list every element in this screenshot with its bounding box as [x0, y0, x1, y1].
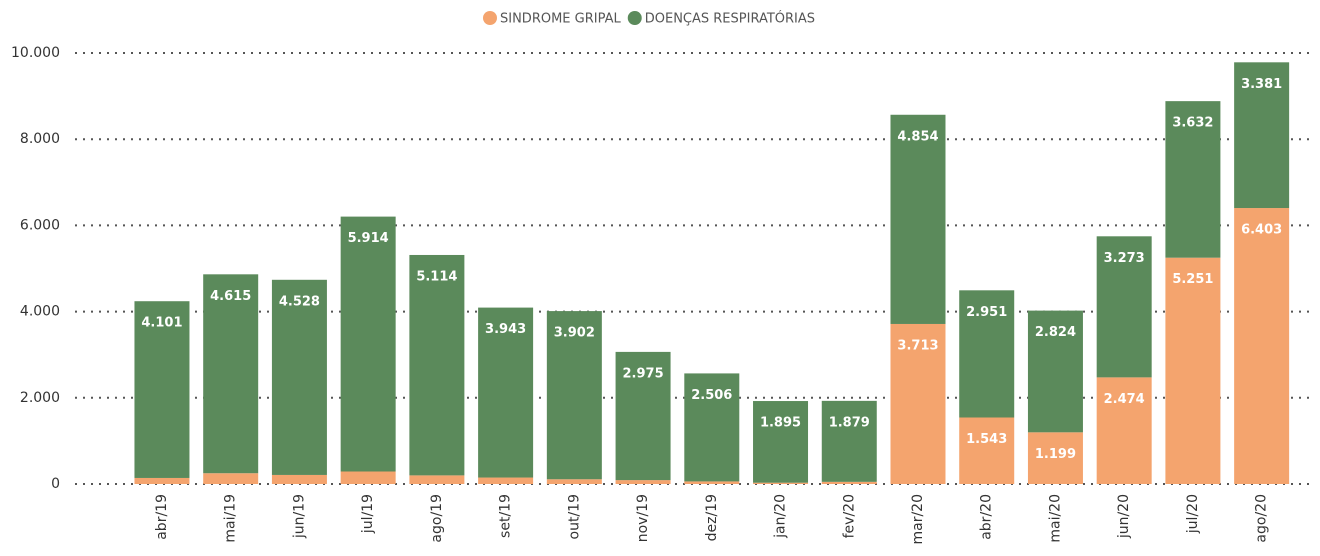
- x-tick-label: jul/20: [1185, 494, 1201, 534]
- bar-segment: [753, 401, 809, 483]
- bar-segment: [684, 481, 740, 484]
- bar-segment: [546, 479, 602, 484]
- bar-segment: [615, 480, 671, 484]
- bar-segment: [1027, 310, 1083, 433]
- x-tick-label: fev/20: [841, 494, 857, 538]
- data-label: 3.713: [897, 338, 938, 353]
- x-tick-label: ago/19: [429, 494, 445, 543]
- bar-segment: [340, 216, 396, 472]
- x-tick-label: dez/19: [704, 494, 720, 541]
- data-label: 2.824: [1035, 325, 1076, 340]
- x-tick-label: out/19: [566, 494, 582, 539]
- bar-segment: [271, 474, 327, 484]
- bar-segment: [271, 279, 327, 475]
- x-tick-label: ago/20: [1254, 494, 1270, 543]
- data-label: 6.403: [1241, 223, 1282, 238]
- data-label: 1.879: [829, 415, 870, 430]
- bar-segment: [1027, 432, 1083, 484]
- bar-segment: [1234, 208, 1290, 484]
- data-label: 1.895: [760, 416, 801, 431]
- bar-segment: [203, 274, 259, 474]
- data-label: 2.506: [691, 388, 732, 403]
- bar-segment: [409, 254, 465, 476]
- bar-segment: [1165, 257, 1221, 484]
- bar-segment: [478, 307, 534, 478]
- data-label: 4.528: [279, 294, 320, 309]
- bar-segment: [203, 473, 259, 484]
- x-tick-label: abr/20: [979, 494, 995, 540]
- x-tick-label: mar/20: [910, 494, 926, 545]
- y-tick-label: 6.000: [20, 217, 60, 233]
- data-label: 5.114: [416, 269, 457, 284]
- bar-segment: [753, 482, 809, 484]
- x-tick-label: jul/19: [360, 494, 376, 534]
- x-tick-label: jun/20: [1116, 494, 1132, 539]
- bar-segment: [615, 351, 671, 481]
- bar-segment: [134, 477, 190, 484]
- data-label: 3.273: [1104, 251, 1145, 266]
- data-label: 1.199: [1035, 447, 1076, 462]
- x-tick-label: mai/19: [223, 494, 239, 543]
- data-label: 4.854: [897, 129, 938, 144]
- y-tick-label: 2.000: [20, 390, 60, 406]
- x-tick-label: mai/20: [1047, 494, 1063, 543]
- data-label: 4.615: [210, 289, 251, 304]
- data-label: 4.101: [141, 316, 182, 331]
- data-label: 2.975: [623, 366, 664, 381]
- legend-swatch: [483, 11, 497, 25]
- y-tick-label: 8.000: [20, 131, 60, 147]
- x-tick-label: set/19: [498, 494, 514, 538]
- legend-swatch: [627, 11, 642, 25]
- bar-segment: [1234, 62, 1290, 209]
- x-tick-label: jun/19: [291, 494, 307, 539]
- bar-segment: [478, 477, 534, 484]
- bar-segment: [684, 373, 740, 482]
- data-label: 3.902: [554, 326, 595, 341]
- bar-segment: [1165, 101, 1221, 258]
- data-label: 3.943: [485, 322, 526, 337]
- y-tick-label: 4.000: [20, 304, 60, 320]
- data-label: 3.632: [1172, 116, 1213, 131]
- x-tick-label: abr/19: [154, 494, 170, 540]
- bar-segment: [890, 323, 946, 484]
- bar-segment: [959, 417, 1015, 484]
- bar-segment: [1096, 236, 1152, 378]
- data-label: 5.251: [1172, 272, 1213, 287]
- data-label: 1.543: [966, 432, 1007, 447]
- x-tick-label: nov/19: [635, 494, 651, 542]
- legend-label: SINDROME GRIPAL: [500, 12, 621, 27]
- bar-segment: [1096, 377, 1152, 484]
- x-tick-label: jan/20: [773, 494, 789, 539]
- data-label: 5.914: [348, 231, 389, 246]
- y-tick-label: 10.000: [11, 45, 60, 61]
- bar-segment: [409, 475, 465, 484]
- bar-segment: [340, 471, 396, 484]
- data-label: 2.951: [966, 305, 1007, 320]
- bar-segment: [821, 400, 877, 482]
- data-label: 2.474: [1104, 392, 1145, 407]
- data-label: 3.381: [1241, 77, 1282, 92]
- bar-segment: [890, 114, 946, 324]
- legend-label: DOENÇAS RESPIRATÓRIAS: [645, 11, 815, 27]
- bar-segment: [134, 301, 190, 478]
- bar-segment: [959, 290, 1015, 418]
- bar-segment: [821, 481, 877, 484]
- bar-segment: [546, 311, 602, 480]
- y-tick-label: 0: [51, 476, 60, 492]
